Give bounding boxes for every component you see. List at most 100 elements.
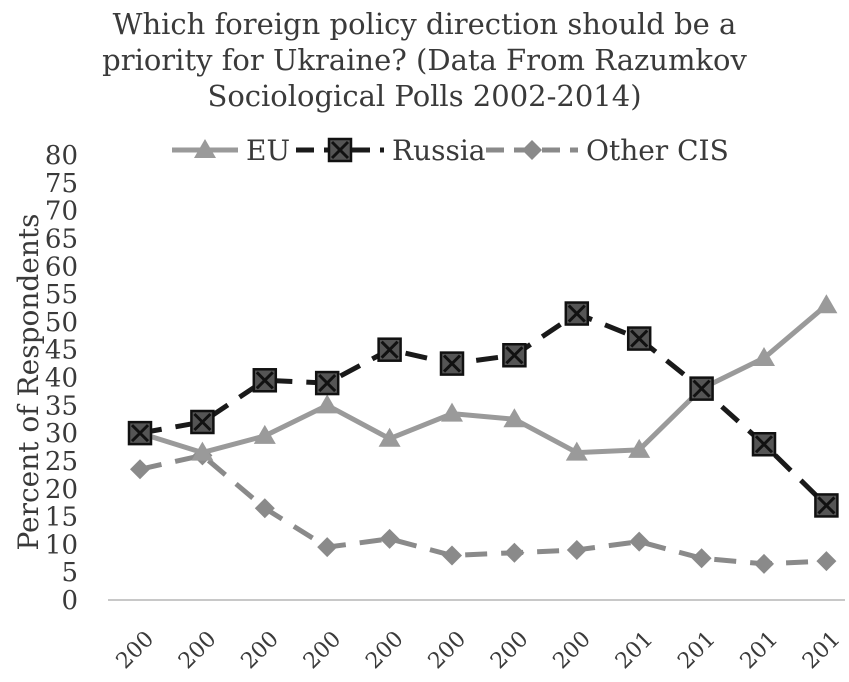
marker-cross [630, 329, 649, 348]
marker-cross [318, 374, 337, 393]
legend-marker [194, 139, 216, 158]
marker-cross [817, 496, 836, 515]
data-point [191, 441, 214, 461]
series-eu [129, 294, 838, 461]
y-tick-label: 60 [45, 252, 78, 282]
data-point [503, 408, 526, 428]
x-tick-label: 200 [486, 627, 533, 674]
x-tick-label: 201 [798, 627, 845, 674]
legend-item: Russia [296, 134, 486, 167]
series-russia [127, 301, 839, 518]
x-tick-label: 200 [424, 627, 471, 674]
data-point [816, 551, 837, 572]
data-point [316, 394, 339, 414]
series-line [139, 452, 827, 567]
marker-cross [442, 354, 462, 373]
data-point [504, 542, 525, 563]
y-tick-label: 20 [45, 475, 78, 505]
x-tick-label: 201 [673, 627, 720, 674]
x-tick-label: 200 [299, 627, 346, 674]
marker-cross [330, 140, 350, 160]
data-point [127, 420, 153, 446]
data-point [441, 402, 463, 422]
data-point [442, 545, 462, 566]
data-point [130, 459, 150, 480]
x-tick-label: 201 [611, 627, 658, 674]
data-point [317, 537, 338, 558]
y-tick-label: 45 [45, 336, 78, 366]
legend-marker [522, 140, 542, 160]
series-layer [127, 294, 839, 574]
data-point [379, 528, 400, 549]
y-tick-label: 35 [45, 391, 78, 421]
marker-cross [380, 340, 399, 359]
y-tick-label: 10 [45, 530, 78, 560]
data-point [377, 337, 402, 362]
marker-cross [754, 435, 774, 454]
data-point [629, 531, 650, 552]
y-tick-label: 15 [45, 503, 78, 533]
series-other-cis [130, 445, 837, 574]
legend-marker [327, 137, 353, 163]
x-tick-label: 200 [361, 627, 408, 674]
y-tick-label: 55 [45, 280, 78, 310]
legend-item: EU [172, 134, 290, 167]
data-point [626, 326, 652, 351]
data-point [751, 432, 777, 457]
x-tick-label: 200 [549, 627, 596, 674]
legend-label: Russia [392, 134, 486, 167]
y-tick-label: 65 [45, 224, 78, 254]
data-point [314, 370, 340, 396]
data-point [564, 301, 590, 326]
data-point [815, 294, 838, 314]
x-tick-label: 200 [237, 627, 284, 674]
y-axis-label: Percent of Respondents [12, 213, 45, 550]
data-point [754, 553, 774, 574]
y-tick-label: 80 [45, 141, 78, 171]
data-point [691, 548, 712, 569]
data-point [814, 493, 839, 518]
y-tick-label: 25 [45, 447, 78, 477]
chart-title-line-2: priority for Ukraine? (Data From Razumko… [102, 43, 747, 77]
series-line [139, 303, 829, 456]
data-point [628, 438, 651, 458]
series-line [139, 311, 829, 508]
legend-item: Other CIS [486, 134, 729, 167]
data-point [253, 424, 276, 444]
y-tick-label: 40 [45, 364, 78, 394]
data-point [439, 351, 465, 376]
data-point [566, 539, 587, 560]
y-tick-label: 0 [61, 586, 78, 616]
marker-cross [130, 424, 150, 443]
data-point [254, 498, 275, 519]
x-tick-label: 200 [174, 627, 221, 674]
y-tick-label: 70 [45, 197, 78, 227]
marker-cross [567, 304, 586, 323]
y-tick-label: 5 [61, 558, 78, 588]
data-point [378, 427, 401, 447]
marker-cross [505, 346, 524, 365]
data-point [502, 343, 527, 368]
marker-cross [692, 379, 711, 398]
data-point [190, 409, 215, 435]
legend-label: EU [246, 134, 290, 167]
x-tick-label: 201 [736, 627, 783, 674]
y-tick-label: 75 [45, 169, 78, 199]
data-point [753, 347, 775, 367]
legend-label: Other CIS [586, 134, 729, 167]
chart-title-line-1: Which foreign policy direction should be… [112, 7, 737, 41]
marker-cross [193, 412, 212, 432]
x-tick-label: 200 [112, 627, 159, 674]
y-tick-label: 50 [45, 308, 78, 338]
x-axis: 200 200 200 200 200 200 200 200 201 201 201 201 [108, 599, 845, 674]
chart-title-line-3: Sociological Polls 2002-2014) [207, 79, 642, 113]
data-point [252, 368, 278, 393]
data-point [689, 376, 714, 401]
marker-cross [255, 371, 274, 390]
legend: EU Russia Other CIS [172, 134, 729, 167]
y-tick-label: 30 [45, 419, 78, 449]
data-point [565, 441, 588, 461]
